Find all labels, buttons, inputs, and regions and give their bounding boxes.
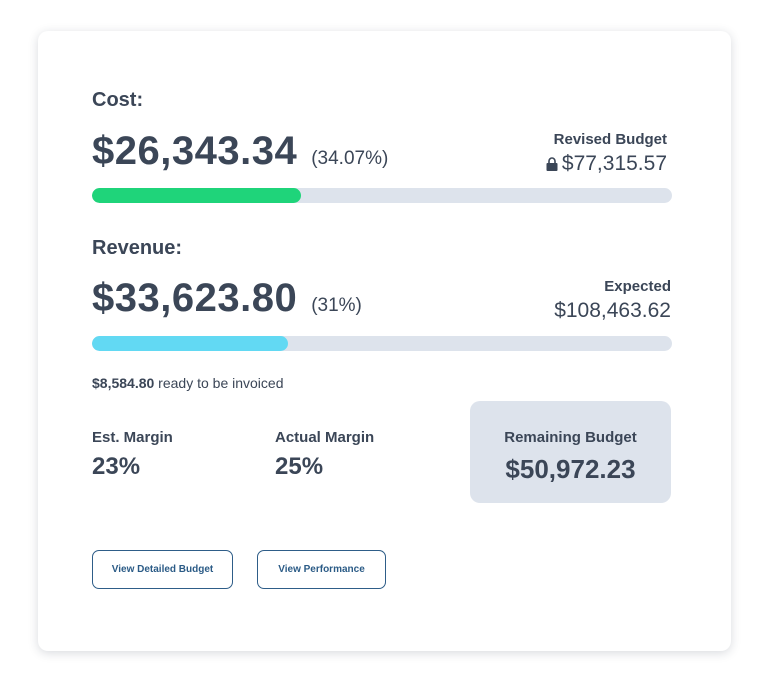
lock-icon bbox=[546, 157, 558, 172]
revenue-amount: $33,623.80 bbox=[92, 276, 298, 320]
cost-progress-bar bbox=[92, 188, 672, 203]
cost-label: Cost: bbox=[92, 89, 144, 111]
cost-amount-row: $26,343.34 (34.07%) bbox=[92, 129, 388, 174]
view-performance-button[interactable]: View Performance bbox=[257, 550, 386, 589]
invoice-amount: $8,584.80 bbox=[92, 375, 155, 391]
cost-progress-fill bbox=[92, 188, 302, 203]
revenue-percent: (31%) bbox=[311, 295, 362, 316]
budget-summary-card: Cost: $26,343.34 (34.07%) Revised Budget… bbox=[38, 31, 731, 651]
revenue-amount-row: $33,623.80 (31%) bbox=[92, 276, 362, 321]
revised-budget-value: $77,315.57 bbox=[561, 152, 667, 175]
revised-budget-value-row: $77,315.57 bbox=[546, 152, 667, 176]
revised-budget-label: Revised Budget bbox=[553, 131, 667, 148]
revenue-progress-bar bbox=[92, 336, 672, 351]
actual-margin-label: Actual Margin bbox=[275, 429, 375, 446]
revenue-label: Revenue: bbox=[92, 237, 183, 259]
remaining-budget-value: $50,972.23 bbox=[505, 454, 636, 484]
view-detailed-budget-button[interactable]: View Detailed Budget bbox=[92, 550, 233, 589]
expected-label: Expected bbox=[604, 278, 671, 295]
expected-value: $108,463.62 bbox=[554, 299, 671, 322]
cost-amount: $26,343.34 bbox=[92, 129, 298, 173]
remaining-budget-box: Remaining Budget $50,972.23 bbox=[470, 401, 671, 503]
cost-percent: (34.07%) bbox=[311, 148, 389, 169]
actual-margin-value: 25% bbox=[275, 453, 324, 480]
est-margin-value: 23% bbox=[92, 453, 141, 480]
est-margin-label: Est. Margin bbox=[92, 429, 173, 446]
revenue-progress-fill bbox=[92, 336, 288, 351]
invoice-text: ready to be invoiced bbox=[154, 375, 284, 391]
invoice-status: $8,584.80 ready to be invoiced bbox=[92, 375, 284, 391]
remaining-budget-label: Remaining Budget bbox=[504, 429, 637, 446]
